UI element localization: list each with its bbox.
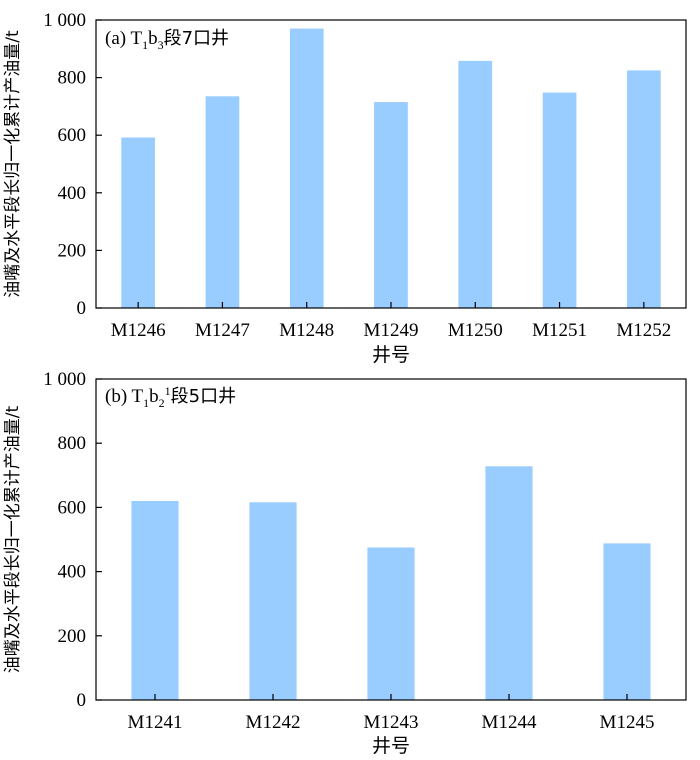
y-axis-title: 油嘴及水平段长归一化累计产油量/t <box>3 30 23 298</box>
bar-M1252 <box>627 70 661 309</box>
chart-panel-a: 0 200 400 600 800 1 000 M1246 M1247 M1248 M1249 M1… <box>3 10 687 366</box>
x-tick-label: M1250 <box>448 320 503 341</box>
bar-M1245 <box>603 543 651 700</box>
y-tick-label: 600 <box>58 125 87 146</box>
bar-M1249 <box>374 102 408 308</box>
bar-M1247 <box>205 96 240 308</box>
x-tick-label: M1242 <box>246 712 301 733</box>
y-tick-label: 600 <box>58 497 87 518</box>
x-axis-title: 井号 <box>372 344 410 366</box>
panel-annotation: (b) T1b21段5口井 <box>105 384 236 410</box>
y-tick-label: 400 <box>58 183 87 204</box>
bar-M1250 <box>458 60 493 309</box>
x-tick-label: M1249 <box>364 320 419 341</box>
x-tick-label: M1246 <box>111 320 166 341</box>
bar-M1241 <box>131 501 179 700</box>
bar-M1242 <box>249 502 297 700</box>
bar-M1246 <box>121 137 155 308</box>
x-axis-title: 井号 <box>372 735 410 757</box>
x-tick-label: M1247 <box>195 320 250 341</box>
y-tick-label: 0 <box>77 690 87 711</box>
x-tick-label: M1241 <box>128 712 183 733</box>
y-tick-label: 200 <box>58 626 87 647</box>
x-tick-label: M1245 <box>600 712 655 733</box>
x-tick-label: M1243 <box>364 712 419 733</box>
y-tick-label: 800 <box>58 433 87 454</box>
x-tick-label: M1248 <box>279 320 334 341</box>
bar-M1248 <box>289 28 324 308</box>
y-axis-title: 油嘴及水平段长归一化累计产油量/t <box>3 405 23 673</box>
y-tick-label: 200 <box>58 240 87 261</box>
y-tick-label: 1 000 <box>43 369 86 390</box>
y-tick-label: 800 <box>58 68 87 89</box>
x-tick-label: M1252 <box>616 320 671 341</box>
x-tick-label: M1251 <box>532 320 587 341</box>
y-tick-label: 400 <box>58 562 87 583</box>
bar-M1244 <box>485 466 533 700</box>
bar-M1243 <box>367 547 415 700</box>
y-tick-label: 0 <box>77 298 87 319</box>
chart-panel-b: 0 200 400 600 800 1 000 M1241 M1242 M1243 M1244 M1… <box>3 369 687 757</box>
panel-annotation: (a) T1b3段7口井 <box>105 28 229 52</box>
bar-M1251 <box>542 92 577 308</box>
y-tick-label: 1 000 <box>43 10 86 31</box>
x-tick-label: M1244 <box>482 712 537 733</box>
